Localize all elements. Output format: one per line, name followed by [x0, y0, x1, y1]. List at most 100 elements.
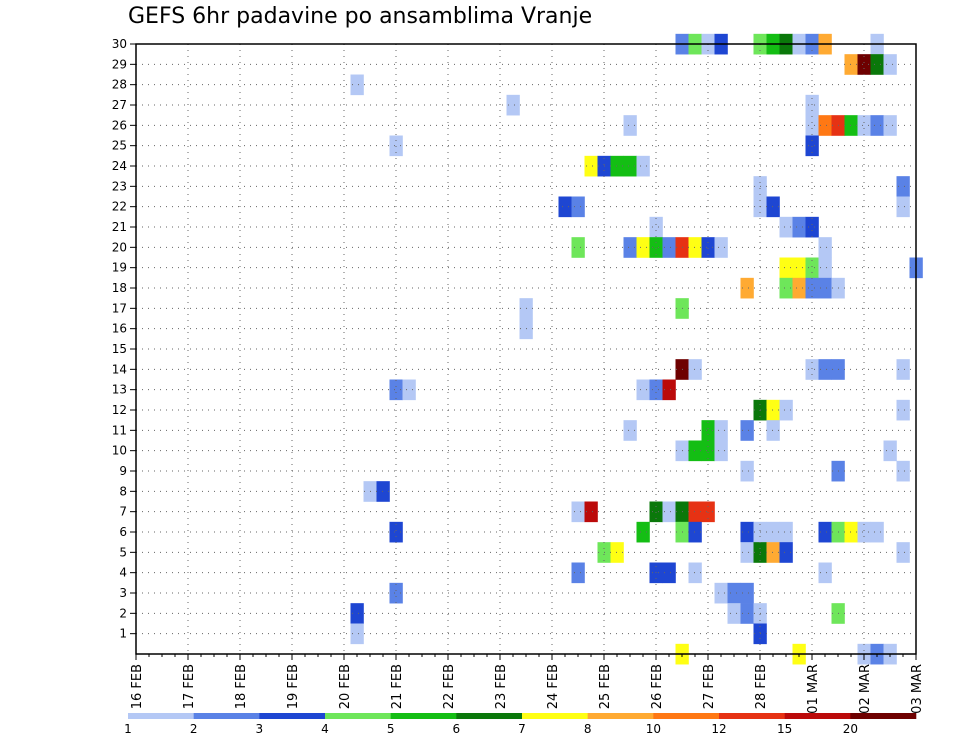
heatmap-cell: [818, 277, 832, 299]
heatmap-cell: [779, 521, 793, 543]
heatmap-cell: [649, 216, 663, 238]
heatmap-cell: [688, 237, 702, 258]
heatmap-cell: [779, 277, 793, 299]
legend-swatch: [193, 713, 260, 719]
heatmap-cell: [389, 582, 403, 604]
heatmap-cell: [805, 135, 819, 157]
heatmap-cell: [870, 54, 884, 75]
legend-swatch: [456, 713, 523, 719]
x-axis: 16 FEB 17 FEB 18 FEB 19 FEB 20 FEB 21 FEB 22 F…: [130, 654, 925, 714]
x-tick-label: 19 FEB: [286, 664, 301, 709]
heatmap-cell: [610, 542, 624, 563]
heatmap-cell: [571, 237, 585, 258]
y-tick-label: 13: [112, 383, 127, 397]
heatmap-cell: [623, 420, 637, 441]
heatmap-cell: [779, 257, 793, 279]
y-tick-label: 14: [112, 362, 127, 376]
x-tick-label: 01 MAR: [806, 664, 821, 714]
legend-label: 1: [124, 722, 132, 736]
heatmap-cell: [701, 501, 715, 523]
heatmap-cell: [623, 237, 637, 258]
heatmap-cell: [766, 420, 780, 441]
heatmap-cell: [389, 135, 403, 157]
heatmap-cell: [649, 501, 663, 523]
y-tick-label: 9: [119, 464, 127, 478]
heatmap-cell: [740, 542, 754, 563]
heatmap-cell: [870, 521, 884, 543]
legend-label: 10: [646, 722, 661, 736]
heatmap-cell: [688, 501, 702, 523]
heatmap-cell: [350, 623, 364, 645]
heatmap-cell: [857, 521, 871, 543]
heatmap-cell: [636, 237, 650, 258]
y-tick-label: 5: [119, 545, 127, 559]
y-tick-label: 8: [119, 484, 127, 498]
legend-label: 6: [453, 722, 461, 736]
x-tick-label: 03 MAR: [910, 664, 925, 714]
y-tick-label: 7: [119, 505, 127, 519]
heatmap-cell: [701, 420, 715, 441]
heatmap-cell: [688, 440, 702, 462]
heatmap-cell: [350, 603, 364, 624]
heatmap-cell: [584, 155, 598, 177]
heatmap-cell: [740, 277, 754, 299]
heatmap-cell: [818, 359, 832, 380]
x-tick-label: 24 FEB: [546, 664, 561, 709]
legend-label: 3: [256, 722, 264, 736]
heatmap-cell: [805, 94, 819, 116]
heatmap-cell: [506, 94, 520, 116]
y-tick-label: 4: [119, 566, 127, 580]
heatmap-cell: [883, 54, 897, 75]
y-tick-label: 6: [119, 525, 127, 539]
chart-title: GEFS 6hr padavine po ansamblima Vranje: [128, 4, 593, 29]
heatmap-cell: [662, 562, 676, 584]
y-tick-label: 29: [112, 57, 127, 71]
legend-label: 20: [843, 722, 858, 736]
heatmap-cell: [740, 603, 754, 624]
heatmap-cell: [376, 481, 390, 502]
heatmap-cell: [727, 582, 741, 604]
heatmap-cell: [818, 237, 832, 258]
legend-swatch: [719, 713, 785, 719]
heatmap-cell: [701, 440, 715, 462]
x-tick-label: 27 FEB: [702, 664, 717, 709]
heatmap-cell: [714, 440, 728, 462]
x-tick-label: 16 FEB: [130, 664, 145, 709]
y-tick-label: 3: [119, 586, 127, 600]
heatmap-cell: [870, 115, 884, 136]
heatmap-cell: [857, 115, 871, 136]
legend-swatch: [587, 713, 654, 719]
legend-label: 8: [584, 722, 592, 736]
heatmap-cell: [883, 115, 897, 136]
heatmap-cell: [402, 379, 416, 401]
heatmap-cell: [740, 460, 754, 482]
heatmap-cell: [584, 501, 598, 523]
y-tick-label: 15: [112, 342, 127, 356]
heatmap-cell: [623, 115, 637, 136]
legend-swatch: [653, 713, 720, 719]
heatmap-cell: [558, 196, 572, 218]
x-tick-label: 22 FEB: [442, 664, 457, 709]
heatmap-cell: [844, 54, 858, 75]
legend-label: 12: [711, 722, 726, 736]
heatmap-cell: [649, 379, 663, 401]
heatmap-cell: [883, 440, 897, 462]
legend-swatch: [259, 713, 326, 719]
grid-layer: [136, 43, 916, 654]
heatmap-cell: [818, 115, 832, 136]
heatmap-cell: [818, 257, 832, 279]
heatmap-cell: [662, 379, 676, 401]
heatmap-cell: [714, 582, 728, 604]
x-tick-label: 28 FEB: [754, 664, 769, 709]
heatmap-cell: [714, 237, 728, 258]
heatmap-cell: [805, 277, 819, 299]
heatmap-cell: [818, 521, 832, 543]
legend-swatch: [128, 713, 194, 719]
heatmap-cell: [805, 115, 819, 136]
y-tick-label: 24: [112, 159, 127, 173]
heatmap-cell: [766, 399, 780, 421]
heatmap-cell: [571, 562, 585, 584]
y-tick-label: 26: [112, 118, 127, 132]
y-tick-label: 23: [112, 179, 127, 193]
